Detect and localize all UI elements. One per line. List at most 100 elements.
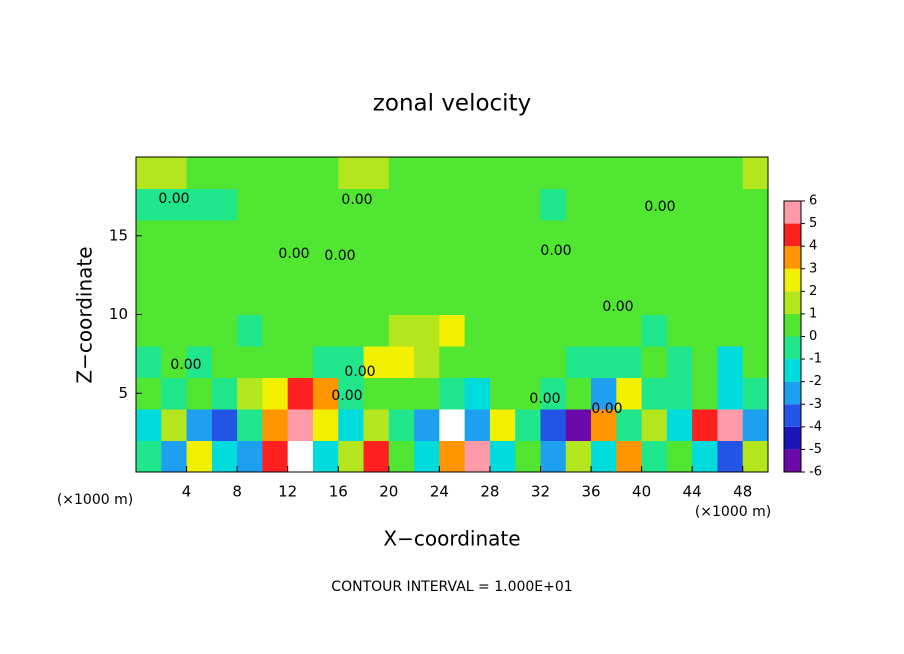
heat-cell	[540, 346, 567, 378]
chart-title: zonal velocity	[373, 91, 531, 117]
x-tick-label: 16	[329, 483, 348, 501]
heat-cell	[742, 188, 769, 221]
heat-cell	[287, 409, 314, 441]
heat-cell	[388, 220, 415, 252]
heat-cell	[641, 251, 668, 284]
heat-cell	[540, 314, 567, 347]
heat-cell	[136, 188, 162, 221]
y-tick-label: 10	[109, 305, 128, 323]
heat-cell	[211, 157, 238, 189]
heat-cell	[136, 251, 162, 284]
heat-cell	[464, 220, 491, 252]
heat-cell	[742, 440, 769, 473]
heat-cell	[161, 157, 188, 189]
colorbar-tick-label: -4	[809, 419, 822, 434]
heat-cell	[237, 346, 263, 378]
heat-cell	[616, 283, 643, 315]
heat-cell	[742, 314, 769, 347]
heat-cell	[742, 346, 769, 378]
contour-label: 0.00	[158, 191, 189, 207]
heat-cell	[464, 409, 491, 441]
heat-cell	[666, 440, 693, 473]
heat-cell	[388, 188, 415, 221]
heat-cell	[338, 157, 365, 189]
heat-cell	[388, 440, 415, 473]
heat-cell	[312, 377, 339, 410]
heat-cell	[489, 314, 516, 347]
heat-cell	[591, 314, 617, 347]
heat-cell	[161, 188, 188, 221]
colorbar-tick-label: 1	[809, 306, 817, 321]
heat-cell	[414, 220, 440, 252]
heat-cell	[489, 251, 516, 284]
heat-cell	[338, 283, 365, 315]
heat-cell	[616, 314, 643, 347]
heat-cell	[161, 314, 188, 347]
contour-label: 0.00	[278, 246, 309, 262]
heat-cell	[414, 188, 440, 221]
heat-cell	[136, 409, 162, 441]
heat-cell	[489, 346, 516, 378]
heat-cell	[591, 409, 617, 441]
heat-cell	[742, 283, 769, 315]
heat-cell	[363, 251, 390, 284]
heat-cell	[641, 314, 668, 347]
heat-cell	[489, 377, 516, 410]
heat-cell	[540, 377, 567, 410]
heat-cell	[186, 409, 213, 441]
heat-cell	[616, 409, 643, 441]
colorbar-tick-label: 3	[809, 261, 817, 276]
x-tick-label: 28	[480, 483, 499, 501]
heat-cell	[414, 409, 440, 441]
heat-cell	[287, 314, 314, 347]
colorbar-tick-label: 2	[809, 284, 817, 299]
heat-cell	[136, 314, 162, 347]
heat-cell	[692, 409, 718, 441]
heat-cell	[237, 283, 263, 315]
heat-cell	[388, 346, 415, 378]
heat-cell	[211, 440, 238, 473]
heat-cell	[717, 377, 744, 410]
heat-cell	[591, 377, 617, 410]
x-tick-label: 36	[581, 483, 600, 501]
heat-cell	[489, 157, 516, 189]
heat-cell	[388, 409, 415, 441]
contour-label: 0.00	[529, 391, 560, 407]
heat-cell	[363, 314, 390, 347]
heat-cell	[287, 377, 314, 410]
heat-cell	[489, 440, 516, 473]
heat-cell	[414, 157, 440, 189]
heat-cell	[540, 157, 567, 189]
y-axis-label: Z−coordinate	[73, 246, 97, 383]
heat-cell	[136, 283, 162, 315]
x-tick-label: 12	[278, 483, 297, 501]
heat-cell	[616, 377, 643, 410]
heat-cell	[186, 220, 213, 252]
heat-cell	[616, 346, 643, 378]
heat-cell	[591, 251, 617, 284]
heat-cell	[439, 188, 466, 221]
heat-cell	[363, 409, 390, 441]
heat-cell	[363, 440, 390, 473]
heat-cell	[237, 377, 263, 410]
heat-cell	[692, 188, 718, 221]
colorbar-segment	[784, 359, 801, 382]
heat-cell	[464, 283, 491, 315]
heat-cell	[641, 409, 668, 441]
heat-cell	[666, 377, 693, 410]
colorbar-segment	[784, 268, 801, 292]
heat-cell	[717, 157, 744, 189]
heat-cell	[439, 157, 466, 189]
heat-cell	[616, 440, 643, 473]
heat-cell	[464, 377, 491, 410]
heat-cell	[591, 220, 617, 252]
heat-cell	[237, 220, 263, 252]
heat-cell	[312, 440, 339, 473]
heat-cell	[666, 346, 693, 378]
heat-cell	[540, 220, 567, 252]
heat-cell	[565, 314, 592, 347]
heat-cell	[161, 251, 188, 284]
x-tick-label: 20	[379, 483, 398, 501]
heat-cell	[161, 220, 188, 252]
heat-cell	[388, 157, 415, 189]
